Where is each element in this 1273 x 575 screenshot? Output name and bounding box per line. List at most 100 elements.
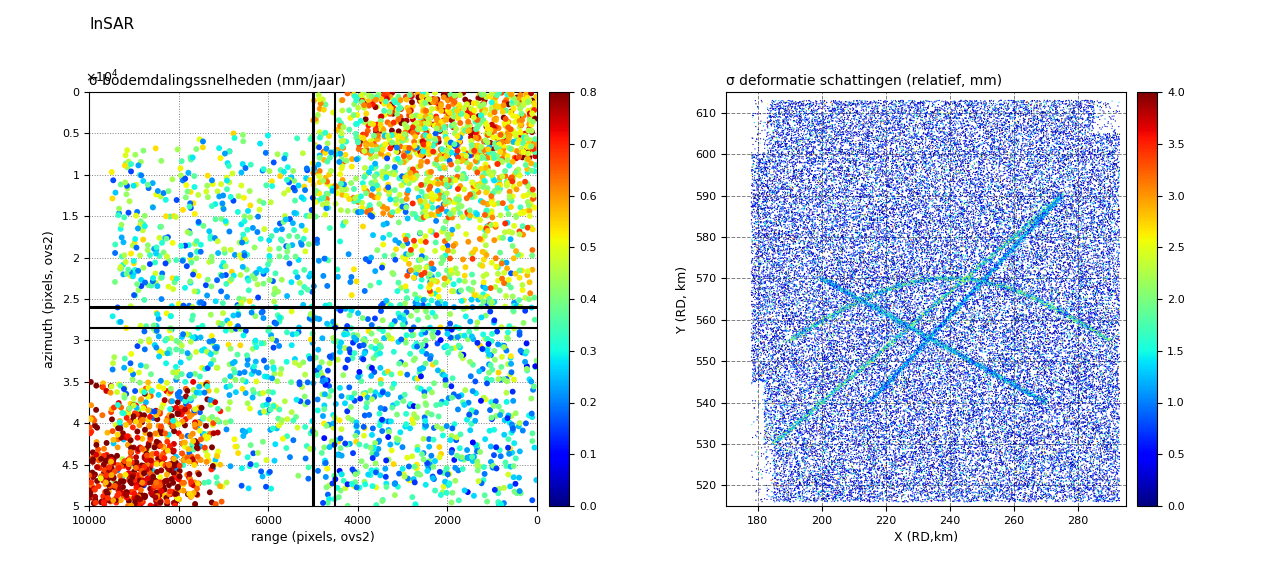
Point xyxy=(980,184,1001,193)
Point xyxy=(974,321,994,330)
Point xyxy=(1081,371,1101,380)
Point xyxy=(964,397,984,407)
Point xyxy=(961,233,981,243)
Point xyxy=(1001,423,1021,432)
Point xyxy=(771,151,792,160)
Point xyxy=(836,466,857,476)
Point xyxy=(1068,458,1088,467)
Point xyxy=(1080,393,1100,402)
Point xyxy=(806,296,826,305)
Point xyxy=(1067,183,1087,192)
Point xyxy=(883,331,904,340)
Point xyxy=(939,251,960,260)
Point xyxy=(848,334,868,343)
Point xyxy=(1051,273,1072,282)
Point xyxy=(1067,430,1087,439)
Point xyxy=(799,206,820,215)
Point xyxy=(179,469,200,478)
Point xyxy=(1023,216,1044,225)
Point xyxy=(1090,197,1110,206)
Point xyxy=(796,356,816,365)
Point xyxy=(1011,281,1031,290)
Point xyxy=(993,366,1013,375)
Point xyxy=(764,227,784,236)
Point xyxy=(970,399,990,408)
Point xyxy=(990,372,1011,381)
Point xyxy=(396,338,416,347)
Point xyxy=(885,285,905,294)
Point xyxy=(843,458,863,467)
Point xyxy=(806,391,826,400)
Point xyxy=(754,368,774,377)
Point xyxy=(1101,141,1122,151)
Point xyxy=(885,229,905,238)
Point xyxy=(1041,363,1062,372)
Point xyxy=(978,293,998,302)
Point xyxy=(773,150,793,159)
Point xyxy=(822,491,843,500)
Point xyxy=(768,183,788,193)
Point xyxy=(981,413,1002,422)
Point xyxy=(895,405,915,414)
Point xyxy=(928,391,948,400)
Point xyxy=(803,416,824,426)
Point xyxy=(766,125,787,135)
Point xyxy=(1108,190,1128,200)
Point xyxy=(915,159,936,168)
Point xyxy=(1016,220,1036,229)
Point xyxy=(373,202,393,211)
Point xyxy=(1002,110,1022,120)
Point xyxy=(761,297,782,306)
Point xyxy=(1074,148,1095,157)
Point xyxy=(1101,486,1122,496)
Point xyxy=(994,241,1015,250)
Point xyxy=(835,288,855,297)
Point xyxy=(942,150,962,159)
Point xyxy=(966,109,987,118)
Point xyxy=(850,408,871,417)
Point xyxy=(964,136,984,145)
Point xyxy=(215,418,236,427)
Point xyxy=(896,303,917,312)
Point xyxy=(841,469,862,478)
Point xyxy=(1001,276,1021,285)
Point xyxy=(919,467,939,476)
Point xyxy=(985,399,1006,408)
Point xyxy=(121,159,141,168)
Point xyxy=(904,429,924,438)
Point xyxy=(859,163,880,172)
Point xyxy=(779,427,799,436)
Point xyxy=(1041,453,1062,462)
Point xyxy=(913,124,933,133)
Point xyxy=(820,400,840,409)
Point xyxy=(773,190,793,200)
Point xyxy=(1071,267,1091,277)
Point xyxy=(815,355,835,364)
Point xyxy=(887,428,908,437)
Point xyxy=(1031,422,1051,431)
Point xyxy=(1069,158,1090,167)
Point xyxy=(1100,147,1120,156)
Point xyxy=(908,317,928,327)
Point xyxy=(981,368,1002,377)
Point xyxy=(341,324,362,333)
Point xyxy=(766,416,787,426)
Point xyxy=(200,400,220,409)
Point xyxy=(1046,292,1067,301)
Point xyxy=(1063,346,1083,355)
Point xyxy=(1059,472,1080,481)
Point xyxy=(913,129,933,139)
Point xyxy=(481,375,502,385)
Point xyxy=(780,168,801,177)
Point xyxy=(999,266,1020,275)
Point xyxy=(1074,356,1095,366)
Point xyxy=(1017,98,1037,107)
Point xyxy=(773,205,793,214)
Point xyxy=(854,349,875,358)
Point xyxy=(868,369,889,378)
Point xyxy=(956,418,976,427)
Point xyxy=(479,368,499,377)
Point xyxy=(942,286,962,295)
Point xyxy=(984,491,1004,500)
Point xyxy=(942,215,962,224)
